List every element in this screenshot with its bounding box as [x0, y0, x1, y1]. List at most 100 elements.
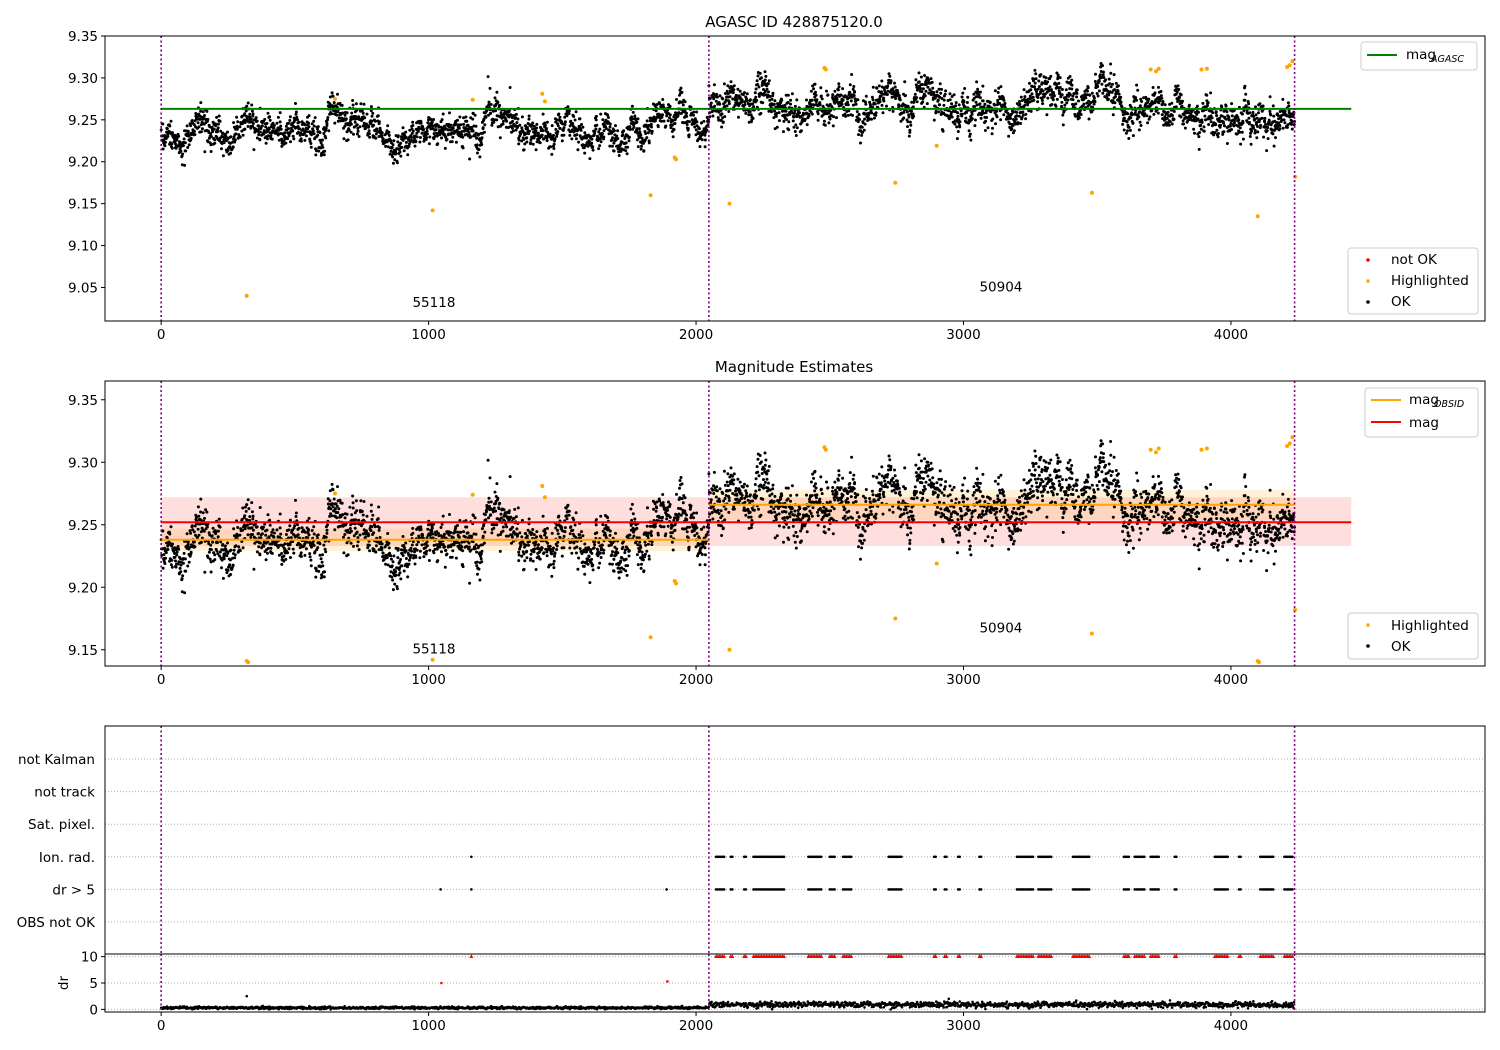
ok-point [1179, 93, 1183, 97]
ok-point [317, 149, 321, 153]
ok-point [466, 123, 470, 127]
ok-point [266, 513, 270, 517]
ok-point [489, 500, 493, 504]
ok-point [188, 529, 192, 533]
ok-point [312, 119, 316, 123]
ok-point [323, 570, 327, 574]
ok-point [249, 535, 253, 539]
ok-point [233, 556, 237, 560]
ok-point [507, 509, 511, 513]
ok-point [1071, 98, 1075, 102]
ok-point [248, 515, 252, 519]
ok-point [1247, 116, 1251, 120]
ok-point [518, 123, 522, 127]
ok-point [1175, 90, 1179, 94]
ok-point [929, 77, 933, 81]
ok-point [291, 134, 295, 138]
ok-point [1031, 95, 1035, 99]
ok-point [162, 138, 166, 142]
ok-point [1101, 91, 1105, 95]
ok-point [1061, 123, 1065, 127]
ok-point [394, 149, 398, 153]
ok-point [736, 87, 740, 91]
ok-point [787, 120, 791, 124]
ok-point [974, 100, 978, 104]
ok-point [238, 549, 242, 553]
ok-point [527, 117, 531, 121]
ok-point [1015, 110, 1019, 114]
ok-point [485, 510, 488, 514]
ok-point [1262, 135, 1266, 139]
ok-point [557, 112, 561, 116]
ok-point [563, 115, 567, 119]
ok-point [598, 127, 602, 131]
ok-point [538, 141, 542, 145]
ok-point [309, 145, 313, 149]
ok-point [266, 551, 269, 555]
ok-point [849, 99, 853, 103]
ok-point [1230, 114, 1234, 118]
ok-point [324, 136, 328, 140]
ok-point [372, 123, 376, 127]
ok-point [465, 119, 469, 123]
ok-point [841, 98, 845, 102]
ok-point [186, 146, 190, 149]
ok-point [443, 545, 447, 549]
ok-point [235, 115, 239, 119]
ok-point [192, 123, 196, 127]
ok-point [440, 118, 444, 122]
ok-point [863, 117, 867, 121]
ok-point [960, 95, 964, 99]
ok-point [286, 551, 290, 555]
ok-point [867, 111, 871, 115]
ok-point [1070, 83, 1074, 87]
ok-point [594, 118, 598, 122]
ok-point [480, 527, 484, 531]
ok-point [365, 514, 369, 518]
ok-point [381, 137, 385, 141]
ok-point [867, 117, 871, 120]
ok-point [555, 134, 559, 138]
ok-point [886, 84, 890, 88]
legend-mag-agasc-sub: AGASC [1430, 54, 1464, 65]
ok-point [598, 144, 602, 148]
ok-point [672, 128, 676, 132]
ok-point [1176, 84, 1180, 88]
ok-point [995, 109, 998, 113]
ok-point [1075, 88, 1079, 92]
ok-point [997, 86, 1001, 90]
ok-point [1015, 114, 1019, 118]
ok-point [409, 138, 413, 142]
ok-point [403, 133, 407, 137]
ok-point [1054, 104, 1058, 108]
ok-point [1292, 123, 1296, 127]
ok-point [310, 545, 313, 549]
ok-point [893, 81, 896, 85]
ok-point [190, 524, 194, 528]
ok-point [1202, 125, 1206, 129]
ok-point [846, 103, 850, 107]
x-tick-label: 3000 [946, 327, 980, 343]
ok-point [1248, 135, 1252, 138]
ok-point [723, 92, 727, 95]
ok-point [562, 126, 566, 130]
ok-point [693, 125, 697, 129]
ok-point [228, 563, 232, 567]
ok-point [307, 114, 311, 118]
ok-point [652, 115, 656, 119]
ok-point [1057, 81, 1061, 85]
ok-point [211, 130, 215, 134]
ok-point [700, 121, 704, 125]
ok-point [202, 529, 206, 533]
ok-point [469, 135, 473, 139]
ok-point [311, 129, 315, 133]
ok-point [1243, 84, 1247, 88]
ok-point [312, 544, 316, 547]
ok-point [956, 114, 960, 118]
ok-point [610, 144, 614, 148]
ok-point [355, 509, 359, 513]
ok-point [501, 525, 505, 529]
ok-point [396, 547, 400, 551]
ok-point [1096, 85, 1100, 89]
ok-point [1045, 113, 1049, 117]
